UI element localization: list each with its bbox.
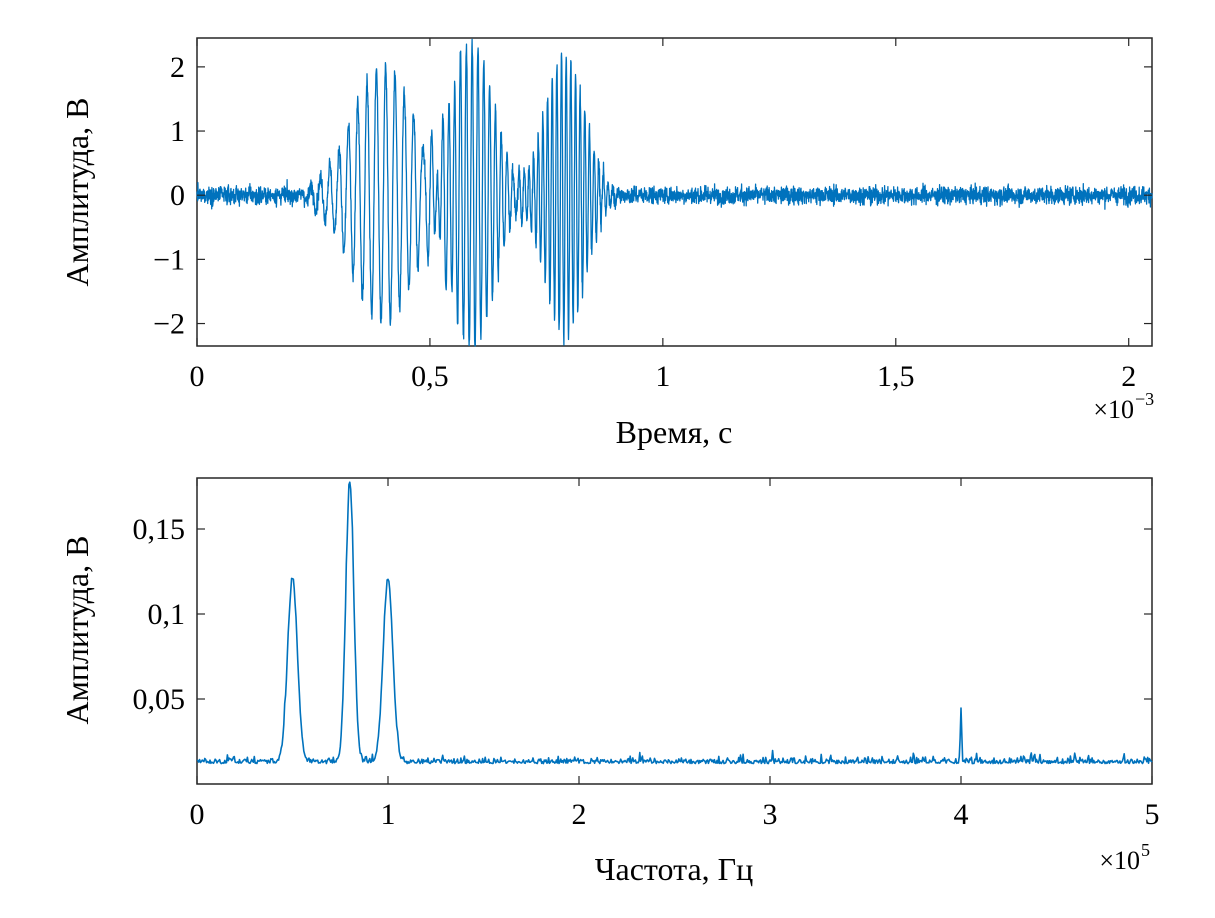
time-x-exponent-sup: −3 [1135, 389, 1154, 409]
time-signal-chart: 0 0,5 1 1,5 2 −2 −1 0 1 2 Время, с Амплитуда, В ×… [59, 37, 1154, 450]
time-x-axis-label: Время, с [616, 414, 733, 450]
spectrum-plot-area [196, 477, 1153, 785]
time-x-exponent-label: ×10 [1093, 395, 1134, 424]
spectrum-x-tick-label: 0 [190, 798, 205, 831]
spectrum-x-tick-label: 3 [763, 798, 778, 831]
time-x-tick-label: 0 [190, 360, 205, 393]
spectrum-x-tick-label: 1 [381, 798, 396, 831]
time-x-tick-label: 0,5 [411, 360, 449, 393]
time-axis-ticks: 0 0,5 1 1,5 2 −2 −1 0 1 2 [153, 38, 1152, 393]
spectrum-y-tick-label: 0,1 [148, 598, 186, 631]
time-y-axis-label: Амплитуда, В [59, 98, 95, 287]
time-signal-series-line [196, 38, 1153, 347]
spectrum-x-tick-label: 5 [1145, 798, 1160, 831]
spectrum-series-line [196, 481, 1153, 765]
time-x-tick-label: 1 [655, 360, 670, 393]
time-y-tick-label: −1 [153, 243, 185, 276]
spectrum-x-exponent-sup: 5 [1141, 840, 1150, 860]
spectrum-y-tick-label: 0,05 [133, 683, 186, 716]
spectrum-axis-ticks: 0 1 2 3 4 5 0,05 0,1 0,15 [133, 478, 1160, 831]
spectrum-chart: 0 1 2 3 4 5 0,05 0,1 0,15 Частота, Гц Амплитуда,… [59, 477, 1160, 887]
time-y-tick-label: −2 [153, 308, 185, 341]
time-x-tick-label: 1,5 [877, 360, 915, 393]
time-y-tick-label: 1 [170, 115, 185, 148]
spectrum-y-axis-label: Амплитуда, В [59, 536, 95, 725]
spectrum-x-exponent-label: ×10 [1099, 846, 1140, 875]
time-y-tick-label: 0 [170, 179, 185, 212]
time-y-tick-label: 2 [170, 51, 185, 84]
spectrum-x-tick-label: 2 [572, 798, 587, 831]
time-x-tick-label: 2 [1121, 360, 1136, 393]
spectrum-y-tick-label: 0,15 [133, 513, 186, 546]
spectrum-x-axis-label: Частота, Гц [595, 851, 754, 887]
spectrum-x-tick-label: 4 [954, 798, 969, 831]
